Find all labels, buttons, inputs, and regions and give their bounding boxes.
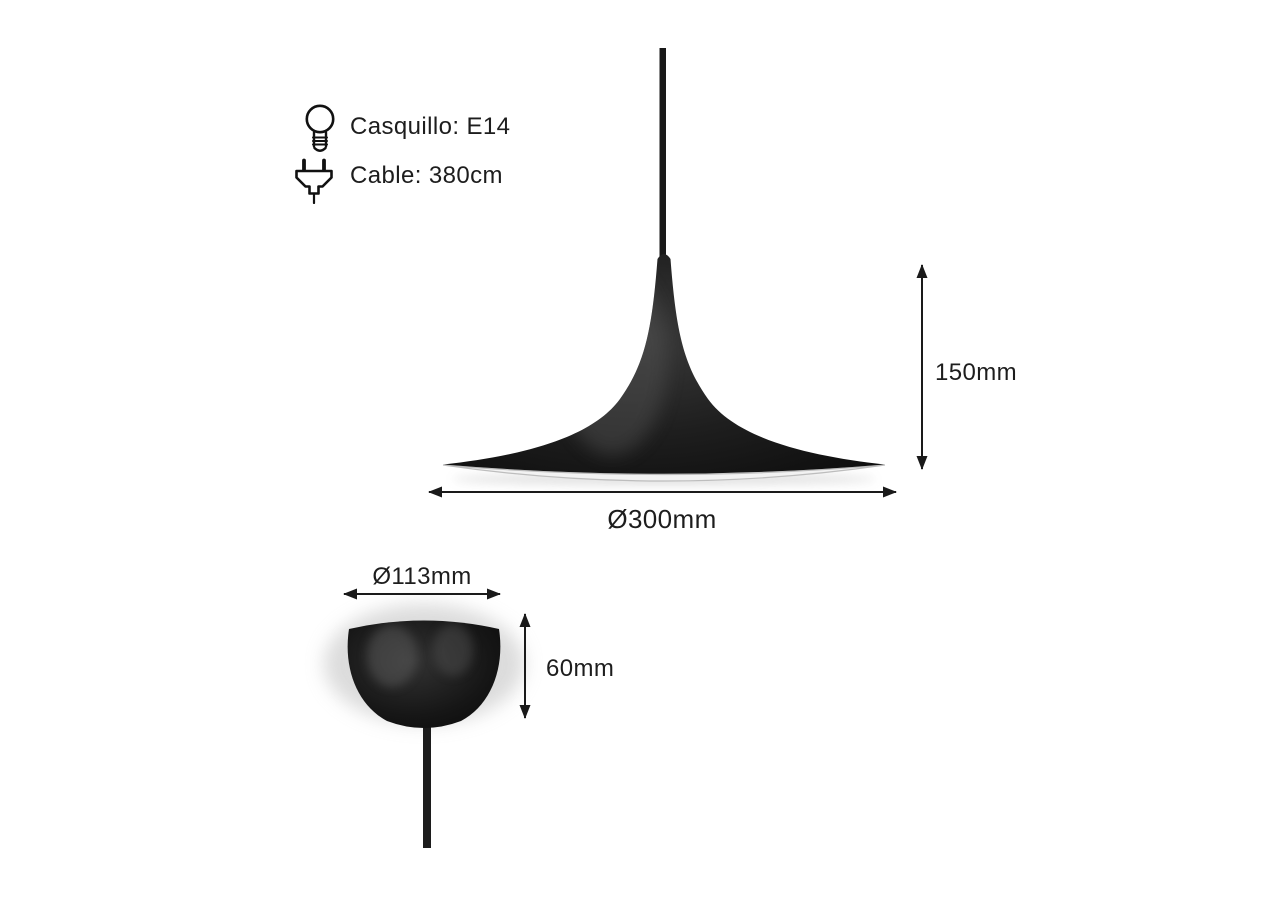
shade-diameter-value: Ø300mm xyxy=(607,504,717,534)
canopy-highlights xyxy=(367,624,473,687)
canopy-height-value: 60mm xyxy=(546,655,615,682)
shade-highlight xyxy=(557,265,667,455)
shade-bottom-rim xyxy=(442,464,886,482)
cable-spec-label: Cable: 380cm xyxy=(350,162,503,189)
socket-spec-label: Casquillo: E14 xyxy=(350,113,511,140)
plug-icon xyxy=(295,158,333,204)
pendant-cable-top xyxy=(659,48,666,260)
pendant-cable-bottom xyxy=(423,716,431,848)
shade-height-value: 150mm xyxy=(935,359,1018,386)
canopy-diameter-value: Ø113mm xyxy=(372,563,472,590)
lightbulb-icon xyxy=(305,104,335,152)
